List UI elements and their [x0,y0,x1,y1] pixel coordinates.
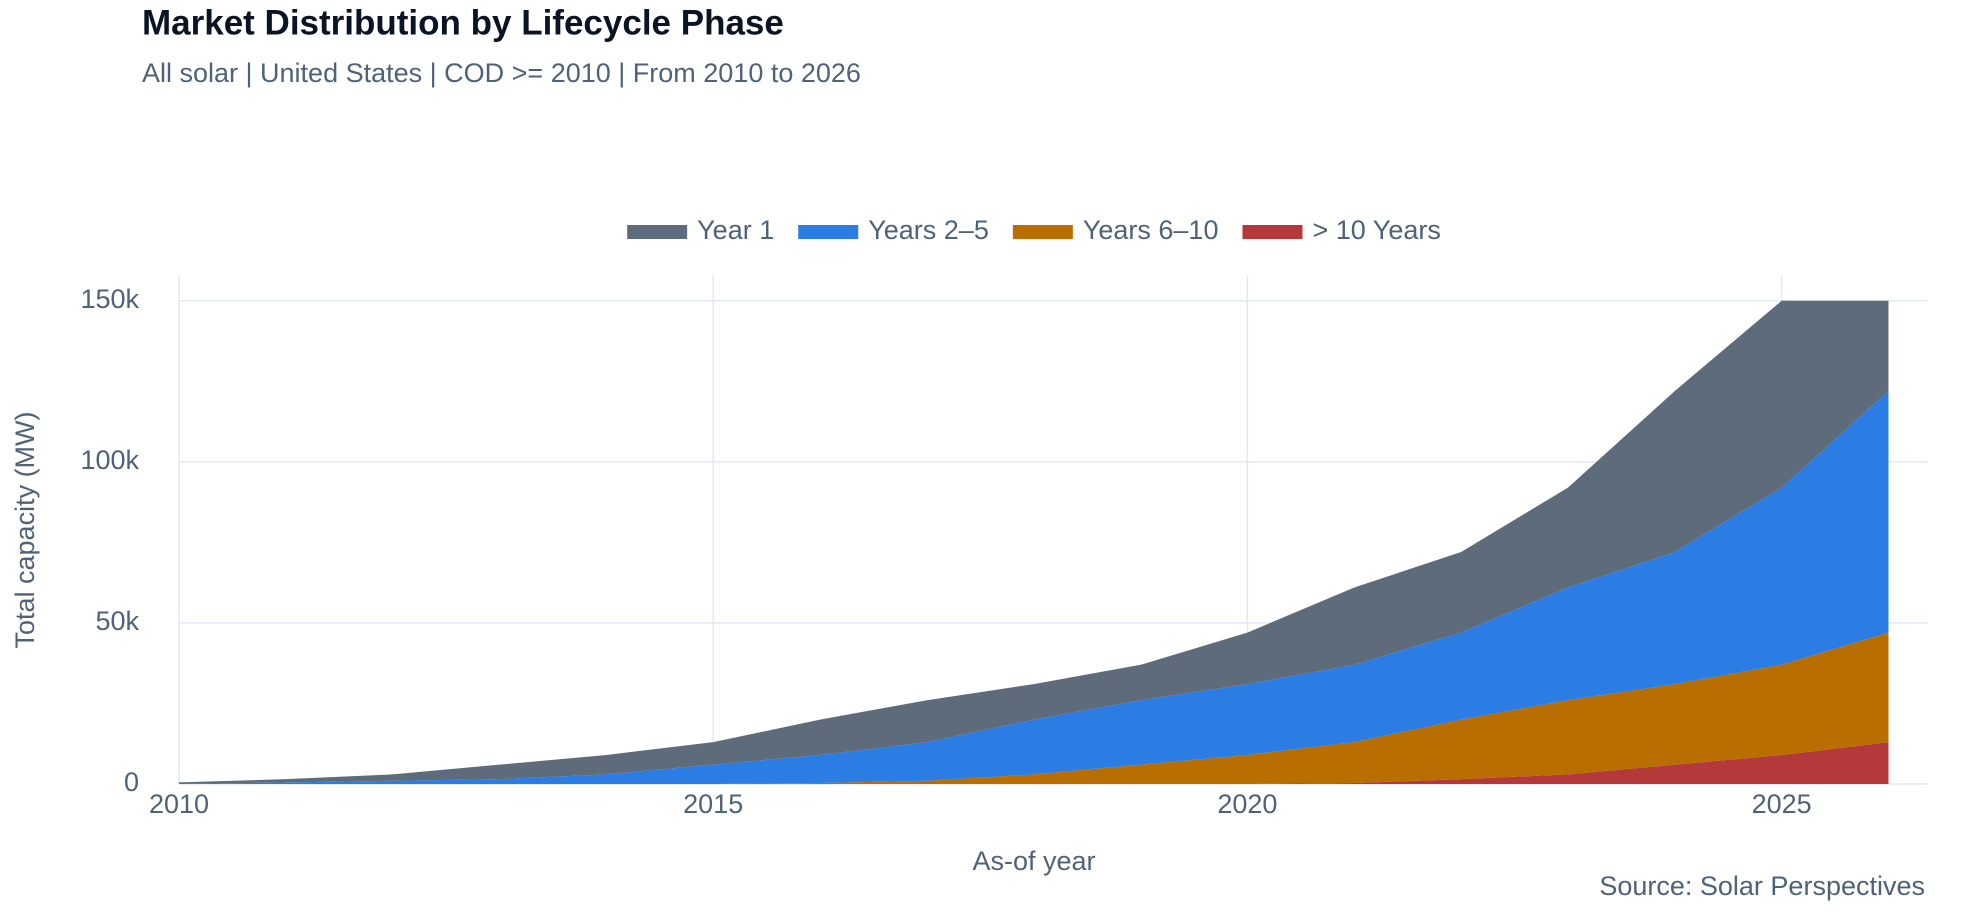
chart-subtitle: All solar | United States | COD >= 2010 … [142,58,861,88]
area [179,742,1889,784]
area [179,632,1889,784]
x-tick-label: 2010 [149,789,209,819]
legend-swatch [1012,225,1073,239]
chart-title: Market Distribution by Lifecycle Phase [142,3,784,42]
legend-label: Years 2–5 [868,215,989,245]
y-tick-label: 100k [80,445,139,475]
legend-swatch [627,225,688,239]
x-tick-label: 2015 [683,789,743,819]
legend-label: Years 6–10 [1083,215,1219,245]
x-tick-label: 2020 [1217,789,1277,819]
x-axis-title: As-of year [972,846,1095,876]
y-tick-label: 50k [95,606,139,636]
legend-label: Year 1 [697,215,774,245]
y-tick-label: 150k [80,284,139,314]
area [179,300,1889,784]
legend-swatch [1242,225,1303,239]
legend: Year 1 Years 2–5 Years 6–10 > 10 Years [627,215,1441,245]
source-note: Source: Solar Perspectives [1599,871,1925,901]
y-axis-title: Total capacity (MW) [10,411,40,648]
y-tick-label: 0 [124,767,139,797]
x-tick-label: 2025 [1752,789,1812,819]
legend-label: > 10 Years [1312,215,1440,245]
area [179,390,1889,784]
legend-swatch [798,225,859,239]
